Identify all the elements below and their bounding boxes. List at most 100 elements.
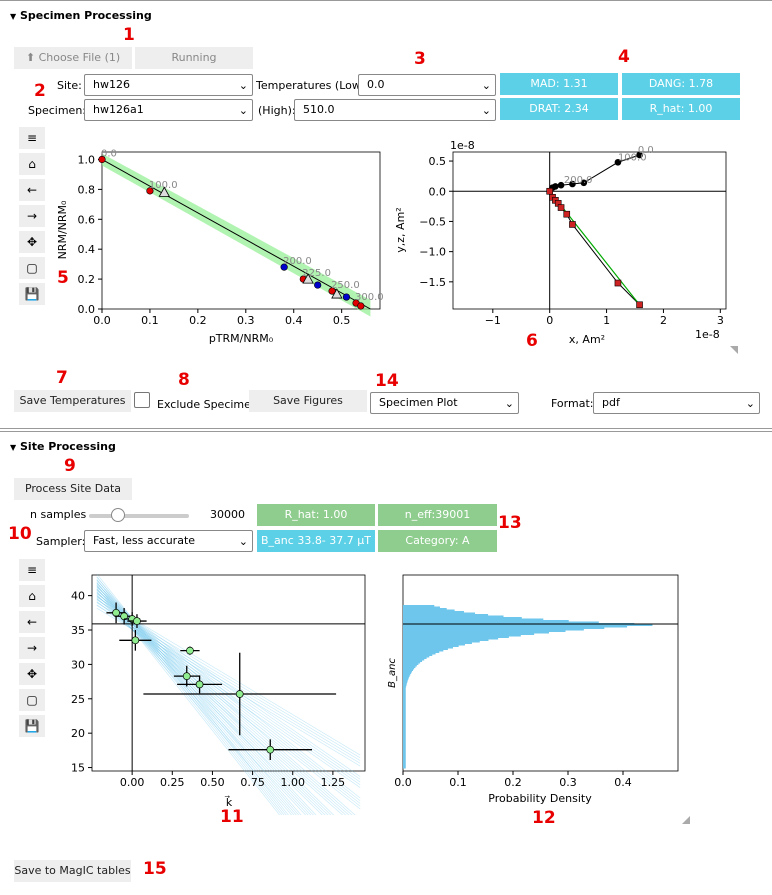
temp-low-select[interactable]: 0.0 ⌄ <box>358 74 496 96</box>
sampler-select[interactable]: Fast, less accurate ⌄ <box>84 530 253 552</box>
density-bar <box>403 626 628 628</box>
back-arrow-icon[interactable]: ← <box>19 611 45 633</box>
zij-horizontal-point <box>552 183 559 190</box>
resize-handle-icon[interactable] <box>682 816 690 824</box>
zij-ytick-label: −0.5 <box>419 215 446 228</box>
save-icon[interactable]: 💾 <box>19 283 45 305</box>
density-bar <box>403 714 406 716</box>
temp-high-select[interactable]: 510.0 ⌄ <box>294 99 496 121</box>
process-site-button[interactable]: Process Site Data <box>14 478 132 500</box>
density-bar <box>403 716 406 718</box>
arai-ytick-label: 0.6 <box>78 213 96 226</box>
density-bar <box>403 624 653 626</box>
site-posterior-line <box>96 591 326 815</box>
zij-vertical-point <box>563 210 571 218</box>
arai-ytick-label: 1.0 <box>78 153 96 166</box>
home-icon[interactable]: ⌂ <box>19 153 45 175</box>
zij-ytick-label: 0.0 <box>429 185 447 198</box>
site-label: Site: <box>57 79 82 92</box>
density-bar <box>403 750 406 752</box>
site-ytick-label: 15 <box>71 762 85 775</box>
arai-xtick-label: 0.0 <box>93 314 111 327</box>
n-samples-slider-track[interactable] <box>89 514 189 518</box>
plot-select[interactable]: Specimen Plot ⌄ <box>370 392 519 414</box>
site-posterior-line <box>96 576 287 815</box>
density-bar <box>403 660 423 662</box>
density-xtick-label: 0.0 <box>394 776 412 789</box>
density-bar <box>403 620 569 622</box>
site-select[interactable]: hw126 ⌄ <box>84 74 253 96</box>
arai-plot[interactable]: 0.0 0.1 0.2 0.3 0.4 0.5 0.0 0.2 0.4 0.6 0.8 1.0 0.0 1… <box>50 140 390 350</box>
specimen-select[interactable]: hw126a1 ⌄ <box>84 99 253 121</box>
arai-point-label: 0.0 <box>101 148 117 159</box>
zij-ytick-label: 0.5 <box>429 155 447 168</box>
zoom-rect-icon[interactable]: ▢ <box>19 689 45 711</box>
density-bar <box>403 680 408 682</box>
pan-icon[interactable]: ✥ <box>19 231 45 253</box>
arai-xtick-label: 0.2 <box>189 314 207 327</box>
zij-fit-line <box>549 190 641 306</box>
density-bar <box>403 656 430 658</box>
back-arrow-icon[interactable]: ← <box>19 179 45 201</box>
zij-xlabel: x, Am² <box>569 333 605 346</box>
site-point <box>266 745 275 754</box>
site-rhat-badge: R_hat: 1.00 <box>257 504 375 526</box>
chevron-down-icon: ⌄ <box>238 535 248 548</box>
zijderveld-plot[interactable]: 1e-8 −1 0 1 2 30.50.0−0.5−1.0−1.50.0100.0200… <box>390 140 740 355</box>
site-posterior-line <box>96 592 350 815</box>
density-xtick-label: 0.4 <box>614 776 632 789</box>
density-bar <box>403 752 406 754</box>
density-bar <box>403 615 504 617</box>
site-section-header[interactable]: ▼ Site Processing <box>10 440 116 453</box>
site-posterior-line <box>96 586 356 815</box>
density-bar <box>403 696 406 698</box>
specimen-section-header[interactable]: ▼ Specimen Processing <box>10 9 152 22</box>
exclude-specimen-checkbox[interactable] <box>134 392 150 408</box>
site-posterior-line <box>96 579 285 815</box>
specimen-section-title: Specimen Processing <box>20 9 152 22</box>
menu-icon[interactable]: ≡ <box>19 559 45 581</box>
neff-badge: n_eff:39001 <box>378 504 497 526</box>
home-icon[interactable]: ⌂ <box>19 585 45 607</box>
format-select[interactable]: pdf ⌄ <box>593 392 760 414</box>
site-ytick-label: 35 <box>71 624 85 637</box>
running-button[interactable]: Running <box>135 47 253 69</box>
arai-point <box>342 293 351 301</box>
density-xlabel: Probability Density <box>488 792 592 805</box>
resize-handle-icon[interactable] <box>730 346 738 354</box>
site-posterior-line <box>96 583 335 815</box>
pan-icon[interactable]: ✥ <box>19 663 45 685</box>
forward-arrow-icon[interactable]: → <box>19 637 45 659</box>
zoom-rect-icon[interactable]: ▢ <box>19 257 45 279</box>
site-point <box>120 612 128 621</box>
density-bar <box>403 683 407 685</box>
arai-point-label: 225.0 <box>302 268 331 279</box>
density-bar <box>403 659 425 661</box>
arai-point <box>280 263 288 271</box>
density-bar <box>403 734 406 736</box>
save-icon[interactable]: 💾 <box>19 715 45 737</box>
arai-xtick-label: 0.3 <box>237 314 255 327</box>
density-bar <box>403 767 406 769</box>
posterior-density-plot[interactable]: 0.0 0.1 0.2 0.3 0.4 Probability Density B_an… <box>380 570 695 830</box>
specimen-label: Specimen: <box>28 104 86 117</box>
chevron-down-icon: ⌄ <box>238 104 248 117</box>
site-regression-plot[interactable]: 0.00 0.25 0.50 0.75 1.00 1.25 40 35 30 25 20 15 k⃗ <box>55 570 375 815</box>
site-ytick-label: 30 <box>71 658 85 671</box>
zij-horizontal-point <box>557 181 565 189</box>
choose-file-label: Choose File (1) <box>38 51 121 64</box>
menu-icon[interactable]: ≡ <box>19 127 45 149</box>
site-xtick-label: 0.00 <box>120 776 145 789</box>
zij-ytick-label: −1.0 <box>419 246 446 259</box>
site-posterior-line <box>96 587 293 815</box>
forward-arrow-icon[interactable]: → <box>19 205 45 227</box>
save-temperatures-button[interactable]: Save Temperatures <box>14 390 131 412</box>
site-point <box>112 608 120 617</box>
save-figures-button[interactable]: Save Figures <box>249 390 367 412</box>
annotation-7: 7 <box>56 368 68 388</box>
save-magic-button[interactable]: Save to MagIC tables <box>14 860 131 882</box>
n-samples-slider-handle[interactable] <box>111 508 125 522</box>
density-bar <box>403 605 435 607</box>
choose-file-button[interactable]: ⬆ Choose File (1) <box>14 47 132 69</box>
site-posterior-line <box>96 607 361 767</box>
